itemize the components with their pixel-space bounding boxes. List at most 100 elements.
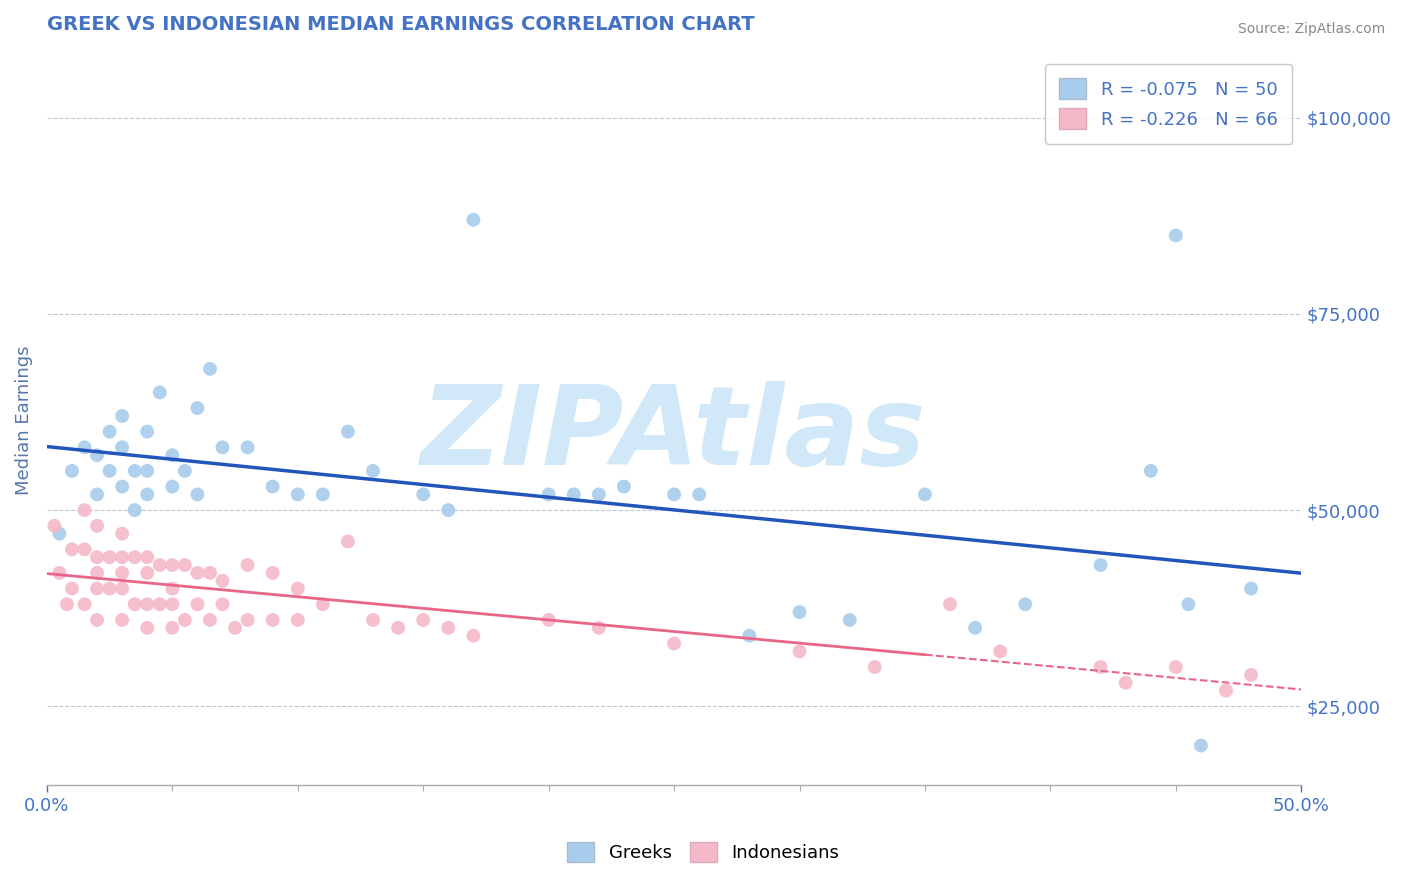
Point	[149, 385, 172, 400]
Point	[98, 425, 121, 439]
Point	[1090, 660, 1112, 674]
Point	[149, 597, 172, 611]
Point	[136, 597, 159, 611]
Point	[111, 550, 134, 565]
Point	[86, 613, 108, 627]
Point	[412, 613, 434, 627]
Point	[236, 613, 259, 627]
Legend: Greeks, Indonesians: Greeks, Indonesians	[560, 834, 846, 870]
Point	[588, 621, 610, 635]
Point	[186, 401, 208, 416]
Point	[789, 605, 811, 619]
Point	[336, 534, 359, 549]
Point	[662, 487, 685, 501]
Point	[1139, 464, 1161, 478]
Text: GREEK VS INDONESIAN MEDIAN EARNINGS CORRELATION CHART: GREEK VS INDONESIAN MEDIAN EARNINGS CORR…	[46, 15, 755, 34]
Point	[60, 582, 83, 596]
Point	[173, 464, 195, 478]
Point	[111, 582, 134, 596]
Point	[73, 441, 96, 455]
Point	[387, 621, 409, 635]
Point	[965, 621, 987, 635]
Point	[914, 487, 936, 501]
Point	[136, 621, 159, 635]
Point	[162, 597, 184, 611]
Point	[124, 503, 146, 517]
Point	[1189, 739, 1212, 753]
Point	[863, 660, 886, 674]
Point	[136, 425, 159, 439]
Point	[437, 621, 460, 635]
Point	[111, 409, 134, 423]
Point	[613, 479, 636, 493]
Text: ZIPAtlas: ZIPAtlas	[422, 381, 927, 488]
Point	[287, 487, 309, 501]
Point	[312, 487, 335, 501]
Point	[662, 636, 685, 650]
Point	[198, 566, 221, 580]
Point	[73, 597, 96, 611]
Point	[211, 441, 233, 455]
Point	[1115, 675, 1137, 690]
Point	[98, 464, 121, 478]
Point	[86, 550, 108, 565]
Point	[236, 558, 259, 572]
Point	[111, 479, 134, 493]
Point	[361, 613, 384, 627]
Point	[111, 526, 134, 541]
Legend: R = -0.075   N = 50, R = -0.226   N = 66: R = -0.075 N = 50, R = -0.226 N = 66	[1045, 64, 1292, 144]
Point	[111, 613, 134, 627]
Point	[262, 479, 284, 493]
Point	[224, 621, 246, 635]
Point	[287, 582, 309, 596]
Point	[124, 597, 146, 611]
Point	[211, 574, 233, 588]
Point	[173, 558, 195, 572]
Point	[136, 550, 159, 565]
Point	[44, 518, 66, 533]
Point	[162, 448, 184, 462]
Point	[186, 487, 208, 501]
Point	[262, 566, 284, 580]
Point	[162, 558, 184, 572]
Point	[73, 503, 96, 517]
Point	[287, 613, 309, 627]
Y-axis label: Median Earnings: Median Earnings	[15, 345, 32, 495]
Text: Source: ZipAtlas.com: Source: ZipAtlas.com	[1237, 22, 1385, 37]
Point	[412, 487, 434, 501]
Point	[186, 597, 208, 611]
Point	[60, 464, 83, 478]
Point	[162, 582, 184, 596]
Point	[162, 479, 184, 493]
Point	[48, 526, 70, 541]
Point	[86, 487, 108, 501]
Point	[186, 566, 208, 580]
Point	[1177, 597, 1199, 611]
Point	[136, 464, 159, 478]
Point	[437, 503, 460, 517]
Point	[463, 629, 485, 643]
Point	[124, 550, 146, 565]
Point	[588, 487, 610, 501]
Point	[136, 566, 159, 580]
Point	[789, 644, 811, 658]
Point	[312, 597, 335, 611]
Point	[1240, 668, 1263, 682]
Point	[1215, 683, 1237, 698]
Point	[463, 212, 485, 227]
Point	[562, 487, 585, 501]
Point	[136, 487, 159, 501]
Point	[86, 448, 108, 462]
Point	[1240, 582, 1263, 596]
Point	[838, 613, 860, 627]
Point	[162, 621, 184, 635]
Point	[198, 362, 221, 376]
Point	[537, 613, 560, 627]
Point	[1164, 660, 1187, 674]
Point	[336, 425, 359, 439]
Point	[198, 613, 221, 627]
Point	[1014, 597, 1036, 611]
Point	[211, 597, 233, 611]
Point	[537, 487, 560, 501]
Point	[1164, 228, 1187, 243]
